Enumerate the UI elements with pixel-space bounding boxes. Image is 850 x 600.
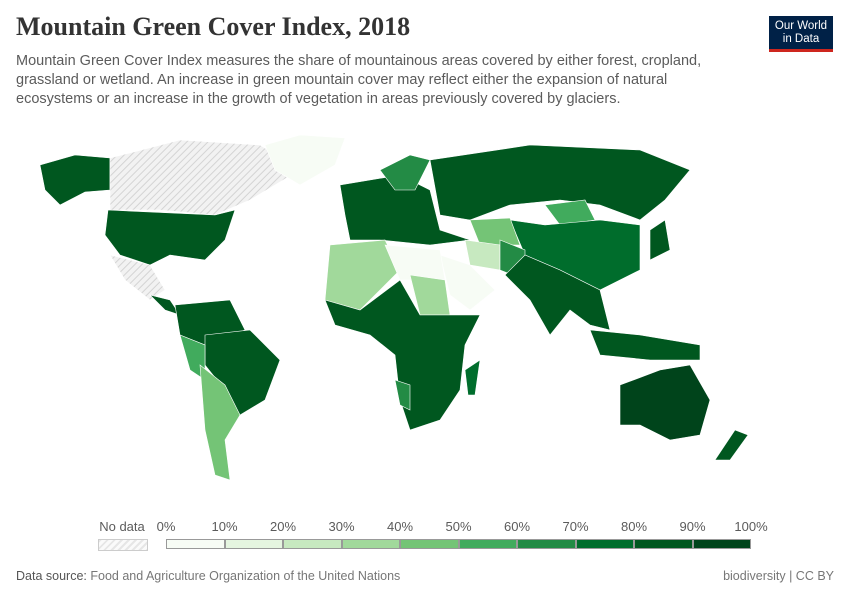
country-madagascar[interactable]: [464, 359, 481, 396]
world-map: [39, 134, 749, 481]
legend-tick-label: 50%: [445, 519, 472, 534]
legend-tick-label: 100%: [734, 519, 768, 534]
legend-bin[interactable]: [283, 539, 342, 549]
owid-logo[interactable]: Our World in Data: [769, 16, 833, 52]
legend-tick-label: 60%: [503, 519, 531, 534]
country-canada[interactable]: [109, 139, 301, 216]
country-sahara-west[interactable]: [324, 239, 401, 311]
legend-bin[interactable]: [400, 539, 459, 549]
data-source: Data source: Food and Agriculture Organi…: [16, 569, 401, 583]
legend-tick-label: 40%: [386, 519, 414, 534]
chart-title: Mountain Green Cover Index, 2018: [16, 12, 411, 41]
country-india-se-asia[interactable]: [504, 254, 611, 336]
legend-bin[interactable]: [575, 539, 634, 549]
country-australia[interactable]: [619, 364, 711, 441]
legend: No data 0% 10% 20% 30% 40% 50% 60% 70% 80% 90% 100…: [0, 515, 850, 555]
country-arabia[interactable]: [439, 254, 496, 311]
country-argentina-chile[interactable]: [199, 364, 241, 481]
legend-no-data-swatch: [98, 539, 148, 551]
legend-bin[interactable]: [634, 539, 693, 549]
country-indonesia[interactable]: [589, 329, 701, 361]
legend-tick-label: 0%: [156, 519, 176, 534]
legend-bin[interactable]: [224, 539, 283, 549]
country-greenland[interactable]: [264, 134, 346, 186]
country-sub-saharan-africa[interactable]: [324, 279, 481, 431]
legend-bin[interactable]: [341, 539, 400, 549]
legend-bin[interactable]: [166, 539, 225, 549]
country-mexico[interactable]: [109, 254, 166, 301]
data-source-link[interactable]: Food and Agriculture Organization of the…: [90, 569, 401, 583]
legend-bin[interactable]: [458, 539, 517, 549]
country-russia[interactable]: [429, 144, 691, 221]
country-alaska[interactable]: [39, 154, 111, 206]
legend-bin[interactable]: [692, 539, 751, 549]
country-brazil[interactable]: [204, 329, 281, 416]
country-usa[interactable]: [104, 209, 236, 266]
legend-tick-label: 80%: [620, 519, 648, 534]
legend-bin[interactable]: [517, 539, 576, 549]
legend-tick-label: 90%: [679, 519, 706, 534]
country-new-zealand[interactable]: [714, 429, 749, 461]
legend-tick-label: 70%: [562, 519, 589, 534]
country-central-asia[interactable]: [469, 217, 521, 246]
legend-tick-label: 10%: [211, 519, 238, 534]
legend-tick-label: 30%: [328, 519, 355, 534]
country-mongolia[interactable]: [544, 199, 596, 226]
country-angola[interactable]: [394, 379, 411, 411]
legend-tick-label: 20%: [269, 519, 297, 534]
license[interactable]: biodiversity | CC BY: [723, 569, 834, 583]
country-scandinavia[interactable]: [379, 154, 431, 191]
chart-subtitle: Mountain Green Cover Index measures the …: [16, 53, 702, 107]
legend-no-data-label: No data: [99, 519, 145, 534]
country-japan[interactable]: [649, 219, 671, 261]
